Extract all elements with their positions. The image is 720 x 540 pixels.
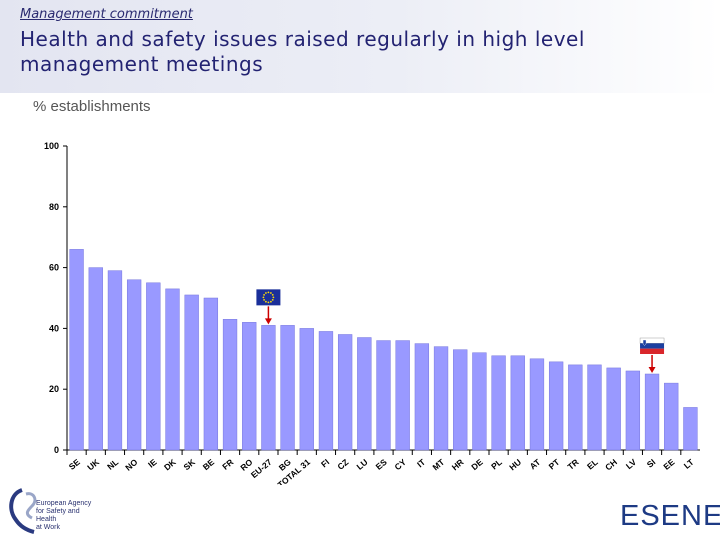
bar-no [126, 279, 142, 451]
bar-lu [357, 337, 372, 451]
y-tick-label: 0 [54, 445, 59, 455]
x-tick-label: IT [415, 456, 428, 469]
bar-uk [88, 267, 103, 451]
x-tick-label: SK [181, 456, 197, 472]
x-tick-label: AT [528, 456, 543, 471]
bar-de [472, 352, 487, 451]
x-tick-label: CY [392, 457, 408, 472]
x-tick-label: LV [624, 457, 639, 471]
bar-si [644, 373, 660, 451]
slovenia-flag-stripe [640, 343, 665, 349]
bar-fr [222, 319, 238, 451]
bar-pl [491, 355, 506, 451]
x-tick-label: DE [469, 457, 485, 472]
x-tick-label: NL [105, 457, 120, 472]
x-tick-label: DK [162, 456, 178, 472]
bar-ie [146, 282, 161, 451]
bar-ee [664, 382, 679, 451]
agency-line: at Work [36, 524, 60, 531]
x-tick-label: NO [123, 457, 139, 473]
x-tick-label: FR [220, 457, 235, 472]
eu-star [265, 292, 267, 294]
bar-lt [683, 407, 698, 451]
x-tick-label: HR [450, 457, 466, 473]
x-tick-label: LU [354, 457, 369, 472]
y-tick-label: 80 [49, 202, 59, 212]
bar-fi [318, 331, 334, 451]
y-tick-label: 100 [44, 141, 59, 151]
highlight-arrowhead [264, 318, 272, 325]
bar-mt [433, 346, 449, 451]
x-tick-label: PL [489, 457, 504, 472]
esener-logo: ESENER [620, 500, 720, 532]
agency-line: for Safety and Health [36, 508, 80, 523]
y-tick-label: 60 [49, 263, 59, 273]
slide-title: Health and safety issues raised regularl… [20, 27, 585, 76]
x-tick-label: ES [374, 457, 389, 472]
bar-sk [184, 294, 199, 451]
x-tick-label: LT [682, 456, 697, 470]
bar-ch [606, 367, 621, 451]
eu-star [270, 300, 272, 303]
header-band: Management commitment Health and safety … [0, 0, 720, 93]
highlight-arrowhead [648, 367, 656, 373]
bar-it [414, 343, 430, 451]
bar-nl [107, 270, 123, 451]
bar-be [203, 297, 219, 451]
bar-dk [165, 288, 180, 451]
eu-star [267, 291, 270, 294]
eu-star [270, 292, 272, 294]
bar-el [587, 364, 602, 451]
x-tick-label: EU-27 [249, 457, 274, 480]
eu-star [265, 300, 267, 303]
bar-hu [510, 355, 525, 451]
bar-hr [453, 349, 468, 451]
x-tick-label: HU [507, 457, 523, 473]
bar-es [376, 340, 391, 451]
bar-cy [395, 340, 410, 451]
agency-logo-icon [9, 488, 37, 534]
x-tick-label: IE [146, 457, 159, 470]
y-tick-label: 20 [49, 384, 59, 394]
bar-bg [280, 325, 295, 451]
eu-flag-icon [256, 289, 281, 306]
x-tick-label: BE [201, 457, 217, 472]
x-tick-label: PT [547, 456, 562, 471]
x-tick-label: SE [67, 457, 82, 472]
x-tick-label: SI [645, 457, 658, 470]
slovenia-crest [642, 339, 647, 346]
eu-star [263, 298, 265, 301]
bar-pt [548, 361, 564, 451]
bar-lv [625, 370, 641, 451]
x-tick-label: MT [430, 456, 446, 472]
eu-star [263, 293, 265, 296]
agency-name: European Agency for Safety and Health at… [36, 500, 100, 532]
eu-star [272, 296, 275, 299]
x-tick-label: EL [585, 457, 600, 472]
x-tick-label: EE [661, 457, 676, 472]
y-tick-label: 40 [49, 323, 59, 333]
x-tick-label: CZ [335, 457, 350, 472]
eu-star [271, 298, 274, 301]
bar-se [69, 249, 84, 451]
section-kicker[interactable]: Management commitment [20, 7, 193, 22]
x-tick-label: FI [319, 457, 331, 470]
agency-line: European Agency [36, 500, 92, 507]
bar-total-31 [299, 328, 314, 451]
bar-cz [337, 334, 353, 451]
bar-ro [242, 322, 257, 451]
bar-eu-27 [261, 325, 276, 451]
x-tick-label: TR [565, 457, 580, 472]
bar-tr [568, 364, 583, 451]
x-tick-label: CH [603, 457, 619, 473]
unit-label: % establishments [33, 98, 151, 115]
x-tick-label: UK [85, 456, 101, 472]
bar-at [529, 358, 545, 451]
slovenia-flag-icon [639, 337, 665, 344]
slovenia-flag-stripe [640, 348, 665, 354]
eu-star [267, 301, 270, 304]
eu-star [271, 293, 274, 296]
eu-star [262, 296, 265, 299]
